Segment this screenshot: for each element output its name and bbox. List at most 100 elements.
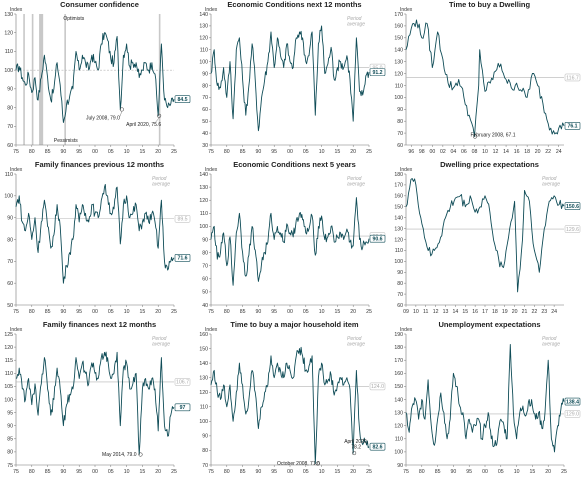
y-tick-label: 130 [199,24,208,30]
period-average-note: Period average [347,336,365,348]
y-tick-label: 130 [394,226,403,232]
x-tick-label: 14 [503,149,509,155]
end-value-label: 84.5 [177,97,187,103]
chart-time-to-buy-dwelling: Time to buy a Dwelling Index 60 70 80 90 100 11… [392,0,587,160]
y-tick-label: 120 [394,424,403,430]
average-value-label: 129.0 [566,412,579,418]
average-value-label: 106.7 [176,380,189,386]
x-tick-label: 05 [303,149,309,155]
x-tick-label: 95 [76,309,82,315]
x-tick-label: 80 [224,309,230,315]
chart-svg: Index 60 70 80 90 100 110 120 130 75 80 85 90 95 00 05 1… [4,7,191,155]
series-line [405,344,565,453]
y-tick-label: 120 [4,345,13,351]
end-value-box [564,122,581,130]
chart-svg: Index 60 70 80 90 100 110 120 130 140 150 160 170 96 9… [394,7,581,155]
chart-svg: Index 50 60 70 80 90 100 110 75 80 85 90 95 00 05 10 15 2… [4,167,191,315]
chart-svg: Index 30 40 50 60 70 80 90 100 110 120 130 140 75 80 85… [199,7,386,155]
period-average-note: Period average [347,176,365,188]
chart-economic-conditions-12m: Economic Conditions next 12 months Index 3… [197,0,392,160]
chart-consumer-confidence: Consumer confidence Index 60 70 80 90 100 110 12… [2,0,197,160]
chart-title: Family finances previous 12 months [34,160,165,169]
x-tick-label: 75 [13,469,19,475]
y-tick-label: 140 [394,215,403,221]
y-tick-label: 50 [202,119,208,125]
y-tick-label: 95 [7,410,13,416]
x-tick-label: 95 [271,469,277,475]
x-tick-label: 80 [419,469,425,475]
y-tick-label: 130 [394,410,403,416]
end-value-box [369,68,386,76]
y-axis-label: Index [205,327,218,333]
optimists-label: Optimists [63,16,84,22]
chart-dwelling-price-expectations: Dwelling price expectations Index 60 70 80 90… [392,160,587,320]
x-tick-label: 15 [462,309,468,315]
y-tick-label: 85 [7,437,13,443]
x-tick-label: 12 [493,149,499,155]
x-tick-label: 20 [350,149,356,155]
end-value-label: 71.6 [177,256,187,262]
x-tick-label: 95 [466,469,472,475]
chart-title: Time to buy a major household item [230,320,359,329]
end-value-box [369,442,386,451]
y-tick-label: 120 [199,390,208,396]
y-tick-label: 110 [5,371,13,377]
x-tick-label: 85 [435,469,441,475]
y-tick-label: 150 [394,205,403,211]
annotation-label: May 2014, 79.0 [102,452,137,458]
y-tick-label: 100 [199,224,208,230]
x-tick-label: 85 [45,149,51,155]
x-tick-label: 10 [482,149,488,155]
x-tick-label: 20 [155,469,161,475]
y-tick-label: 170 [394,183,403,189]
y-tick-label: 110 [395,437,403,443]
y-tick-label: 80 [202,250,208,256]
annotation-marker [119,107,124,112]
x-tick-label: 25 [171,309,177,315]
x-tick-label: 21 [522,309,528,315]
x-tick-label: 10 [319,149,325,155]
x-tick-label: 85 [240,469,246,475]
y-tick-label: 90 [202,237,208,243]
y-tick-label: 140 [394,48,403,54]
x-tick-label: 25 [561,469,567,475]
y-tick-label: 110 [395,83,403,89]
x-tick-label: 90 [256,149,262,155]
y-tick-label: 90 [7,87,13,93]
end-value-box [564,202,581,210]
x-tick-label: 12 [433,309,439,315]
x-tick-label: 20 [350,469,356,475]
x-tick-label: 09 [403,309,409,315]
x-tick-label: 15 [140,469,146,475]
y-tick-label: 140 [199,172,208,178]
y-tick-label: 80 [7,105,13,111]
chart-svg: Index 70 80 90 100 110 120 130 140 150 160 75 80 85 90… [199,327,386,475]
x-tick-label: 80 [29,469,35,475]
average-value-label: 116.7 [566,75,579,81]
chart-economic-conditions-5y: Economic Conditions next 5 years Index 40 5… [197,160,392,320]
annotation-label: February 2008, 67.1 [470,133,515,139]
x-tick-label: 00 [287,309,293,315]
x-tick-label: 24 [556,149,562,155]
y-tick-label: 110 [200,211,208,217]
y-tick-label: 110 [5,172,13,178]
x-tick-label: 17 [482,309,488,315]
annotation-label: October 2008, 71.0 [277,461,320,467]
y-tick-label: 80 [397,281,403,287]
average-value-label: 89.5 [177,217,187,223]
y-tick-label: 70 [202,264,208,270]
y-tick-label: 120 [394,237,403,243]
series-line [210,25,370,132]
end-value-label: 76.1 [567,124,577,130]
x-tick-label: 20 [535,149,541,155]
x-tick-label: 10 [124,309,130,315]
x-tick-label: 85 [45,309,51,315]
x-tick-label: 00 [92,309,98,315]
recession-band [23,14,25,145]
pessimists-label: Pessimists [54,138,78,144]
y-tick-label: 90 [202,71,208,77]
y-tick-label: 105 [4,384,13,390]
period-average-note: Period average [152,336,170,348]
series-line [15,351,175,455]
x-tick-label: 80 [224,149,230,155]
